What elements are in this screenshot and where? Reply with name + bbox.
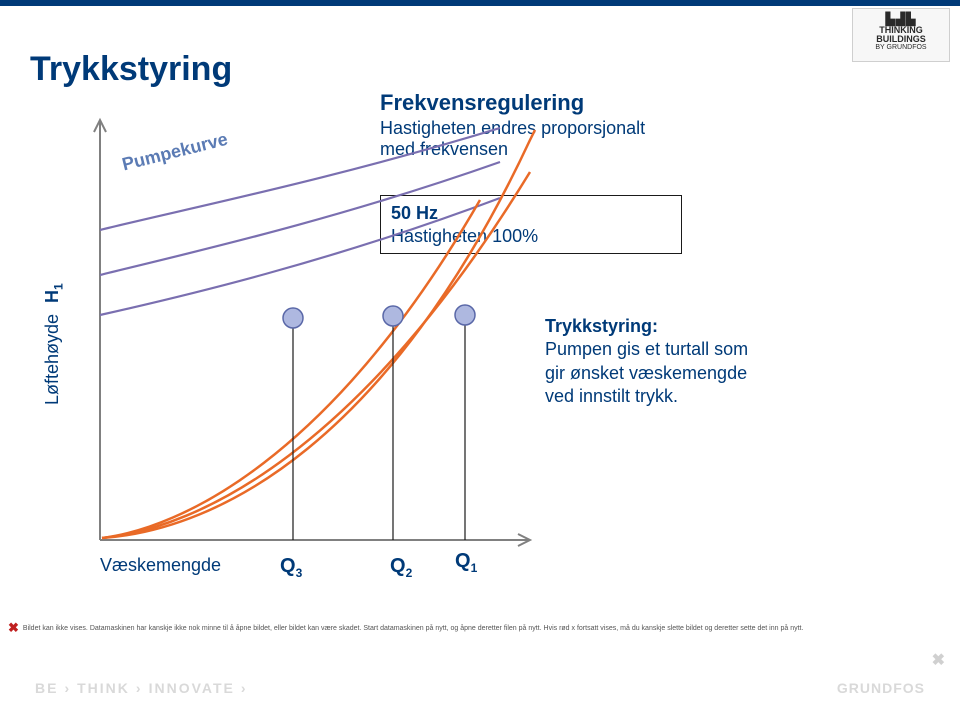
chevron-icon: ›	[241, 680, 248, 696]
desc-lead: Trykkstyring:	[545, 315, 865, 338]
chevron-icon: ›	[64, 680, 71, 696]
error-x-icon: ✖	[8, 620, 19, 636]
footer-be: BE	[35, 680, 58, 696]
ylabel-text: Løftehøyde	[42, 314, 62, 405]
logo-line2: BUILDINGS	[853, 35, 949, 44]
error-text: Bildet kan ikke vises. Datamaskinen har …	[23, 625, 804, 632]
footer-think: THINK	[77, 680, 130, 696]
desc-line3: ved innstilt trykk.	[545, 385, 865, 408]
footer-innovate: INNOVATE	[149, 680, 235, 696]
desc-line2: gir ønsket væskemengde	[545, 362, 865, 385]
y-axis-label: Løftehøyde H1	[42, 283, 66, 405]
ylabel-h1: H1	[42, 283, 62, 303]
desc-line1: Pumpen gis et turtall som	[545, 338, 865, 361]
top-accent-bar	[0, 0, 960, 6]
page-title: Trykkstyring	[30, 50, 232, 89]
logo-byline: BY GRUNDFOS	[853, 44, 949, 51]
footer-left: BE › THINK › INNOVATE ›	[35, 680, 248, 696]
chevron-icon: ›	[136, 680, 143, 696]
brand-logo: ▙▟▙ THINKING BUILDINGS BY GRUNDFOS	[852, 8, 950, 62]
description-block: Trykkstyring: Pumpen gis et turtall som …	[545, 315, 865, 409]
logo-skyline-icon: ▙▟▙	[853, 13, 949, 26]
image-error-notice: ✖ Bildet kan ikke vises. Datamaskinen ha…	[8, 620, 803, 636]
pump-curve-chart	[70, 100, 540, 560]
footer-right: GRUNDFOS	[837, 680, 925, 696]
footer-x-icon: ✖	[932, 650, 945, 670]
